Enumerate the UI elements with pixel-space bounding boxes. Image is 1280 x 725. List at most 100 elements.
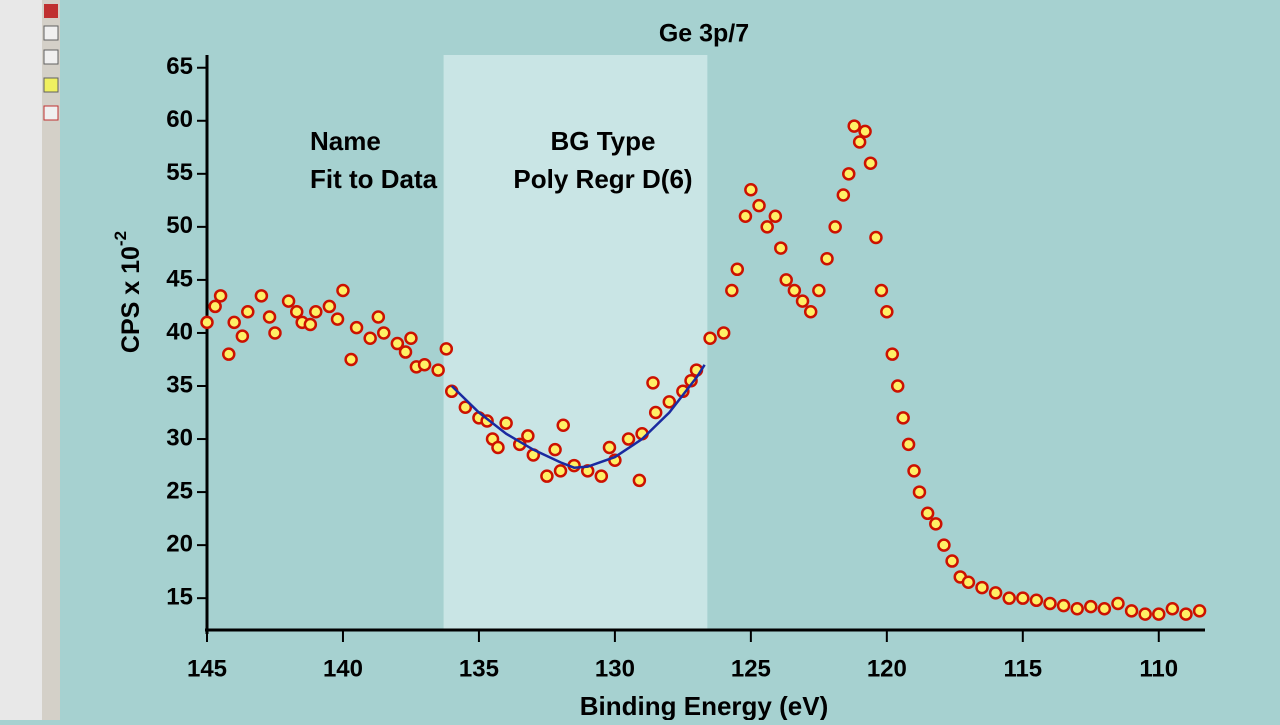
data-point [847,119,861,133]
data-point [901,437,916,452]
y-tick-label: 35 [166,371,193,398]
y-tick-label: 30 [166,424,193,451]
fit-region [443,55,708,630]
x-tick-label: 120 [867,655,907,682]
tool-icon[interactable] [43,25,59,41]
annotation: Fit to Data [310,164,438,194]
data-point [632,473,647,488]
fit-line [450,364,706,469]
data-point [491,440,505,455]
y-axis-label-exponent: -2 [111,231,130,246]
data-point [787,283,802,298]
tool-icon[interactable] [43,105,59,121]
tool-icon[interactable] [44,4,58,18]
data-point [390,336,405,351]
y-tick-label: 55 [166,159,193,186]
y-tick-label: 40 [166,318,193,345]
data-point [828,220,842,234]
data-point [222,347,236,361]
data-point [975,580,989,595]
data-point [1179,607,1193,621]
data-point [961,575,976,590]
data-point [208,299,222,314]
data-point [1152,607,1166,621]
data-point [621,432,636,446]
data-point [1043,596,1057,611]
y-tick-label: 65 [166,53,193,80]
data-point [309,304,323,319]
data-point [241,304,255,319]
data-point [458,400,473,414]
data-point [336,283,350,298]
y-tick-label: 25 [166,477,193,504]
data-point [213,289,228,303]
data-point [907,464,921,478]
y-axis-label: CPS x 10-2 [111,231,144,353]
y-tick-label: 20 [166,530,193,557]
y-tick-label: 45 [166,265,193,292]
data-point [235,329,250,343]
data-point [499,416,513,430]
data-point [303,317,318,332]
data-point [1029,593,1044,608]
side-panel [0,0,42,720]
toolbar [42,0,60,720]
data-point [602,440,617,455]
tool-icon[interactable] [43,49,59,65]
annotation: Poly Regr D(6) [513,164,692,194]
data-point [1002,591,1016,605]
data-point [937,538,951,552]
data-point [1111,596,1125,611]
chart-title: Ge 3p/7 [659,20,749,48]
data-point [556,418,570,432]
x-tick-label: 135 [459,655,499,682]
data-point [842,167,856,181]
data-point [752,198,766,213]
x-tick-label: 125 [731,655,771,682]
data-point [404,331,418,346]
data-point [744,182,758,197]
annotation: BG Type [551,126,656,156]
data-point [439,342,454,356]
x-tick-label: 140 [323,655,363,682]
data-point [820,251,834,266]
data-point [417,358,432,372]
x-tick-label: 110 [1139,655,1178,682]
data-point [836,188,851,202]
data-point [725,283,739,298]
x-tick-label: 130 [595,655,635,682]
x-axis-label: Binding Energy (eV) [580,691,828,720]
data-point [858,124,872,139]
data-point [662,395,677,409]
data-point [322,299,337,314]
data-point [929,517,943,531]
data-point [281,294,296,308]
y-tick-label: 15 [166,584,193,611]
data-point [912,485,927,499]
data-point [377,326,391,340]
data-point [795,294,810,308]
data-point [1165,602,1180,616]
tool-icon[interactable] [43,77,59,93]
data-point [1138,607,1152,621]
data-point [431,363,445,377]
data-point [703,331,717,346]
y-tick-label: 50 [166,212,193,239]
data-point [945,554,959,568]
data-point [896,411,910,425]
data-point [988,586,1003,600]
data-point [646,376,660,390]
data-point [268,326,282,340]
x-tick-label: 115 [1003,655,1042,682]
data-point [540,469,554,483]
data-point [648,405,663,420]
data-point [1192,604,1207,618]
data-point [880,304,894,319]
data-point [1084,599,1098,614]
data-point [262,310,277,324]
data-point [289,304,304,319]
data-point [398,345,413,359]
data-point [812,283,826,298]
